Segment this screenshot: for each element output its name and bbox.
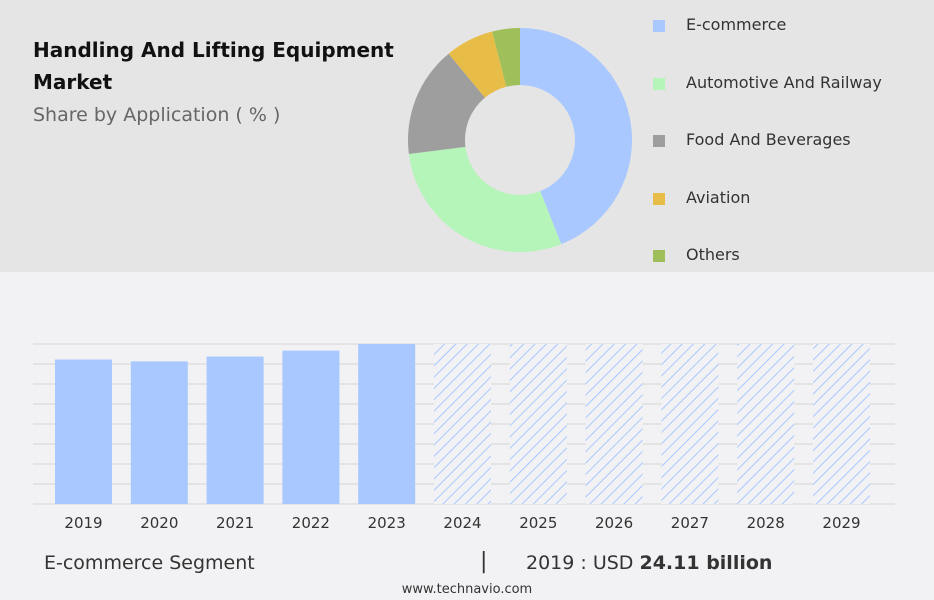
x-tick-label: 2023 — [368, 514, 406, 532]
legend-item: Food And Beverages — [650, 127, 930, 155]
legend-item: Automotive And Railway — [650, 70, 930, 98]
x-tick-label: 2022 — [292, 514, 330, 532]
legend-label: E-commerce — [686, 15, 787, 34]
x-tick-label: 2020 — [140, 514, 178, 532]
legend-label: Food And Beverages — [686, 130, 851, 149]
bar-2021 — [206, 356, 264, 504]
legend-item: Aviation — [650, 185, 930, 213]
forecast-bar-2028 — [737, 344, 795, 504]
forecast-bar-2025 — [509, 344, 567, 504]
legend-swatch — [653, 135, 665, 147]
segment-label: E-commerce Segment — [44, 552, 255, 574]
legend-swatch — [653, 250, 665, 262]
donut-chart — [408, 28, 632, 252]
x-tick-label: 2027 — [671, 514, 709, 532]
donut-slice-food-and-beverages — [408, 53, 485, 155]
donut-slice-e-commerce — [520, 28, 632, 245]
segment-value: 2019 : USD 24.11 billion — [526, 552, 772, 574]
footer-separator: | — [480, 549, 488, 574]
legend-swatch — [653, 20, 665, 32]
x-tick-label: 2029 — [822, 514, 860, 532]
donut-slice-automotive-and-railway — [408, 146, 562, 252]
legend-item: Others — [650, 242, 930, 270]
segment-year-label: 2019 : USD — [526, 552, 634, 574]
x-tick-label: 2019 — [64, 514, 102, 532]
legend-label: Automotive And Railway — [686, 72, 882, 92]
bar-2019 — [55, 359, 112, 504]
source-link[interactable]: www.technavio.com — [401, 582, 533, 597]
forecast-bar-2029 — [813, 344, 870, 504]
legend-swatch — [653, 77, 665, 90]
x-tick-label: 2026 — [595, 514, 633, 532]
x-tick-label: 2028 — [747, 514, 785, 532]
legend-swatch — [653, 192, 665, 205]
bar-chart: 2019 2020 2021 2022 2023 2024 2025 2026 2027 2028… — [33, 343, 895, 532]
legend-label: Others — [686, 245, 740, 264]
chart-subtitle: Share by Application ( % ) — [33, 104, 281, 126]
x-tick-label: 2024 — [443, 514, 481, 532]
forecast-bar-2026 — [585, 344, 643, 504]
donut-slice-aviation — [448, 31, 507, 98]
x-tick-label: 2021 — [216, 514, 254, 532]
legend-item: E-commerce — [650, 12, 930, 40]
bar-2020 — [130, 361, 188, 504]
forecast-bar-2024 — [434, 344, 491, 504]
x-tick-label: 2025 — [519, 514, 557, 532]
bar-2022 — [282, 350, 340, 504]
chart-title: Handling And Lifting Equipment Market — [33, 38, 394, 94]
bar-2023 — [358, 344, 416, 504]
forecast-bar-2027 — [661, 344, 719, 504]
legend-label: Aviation — [686, 187, 751, 207]
donut-slice-others — [492, 28, 520, 87]
segment-amount: 24.11 billion — [639, 552, 773, 574]
